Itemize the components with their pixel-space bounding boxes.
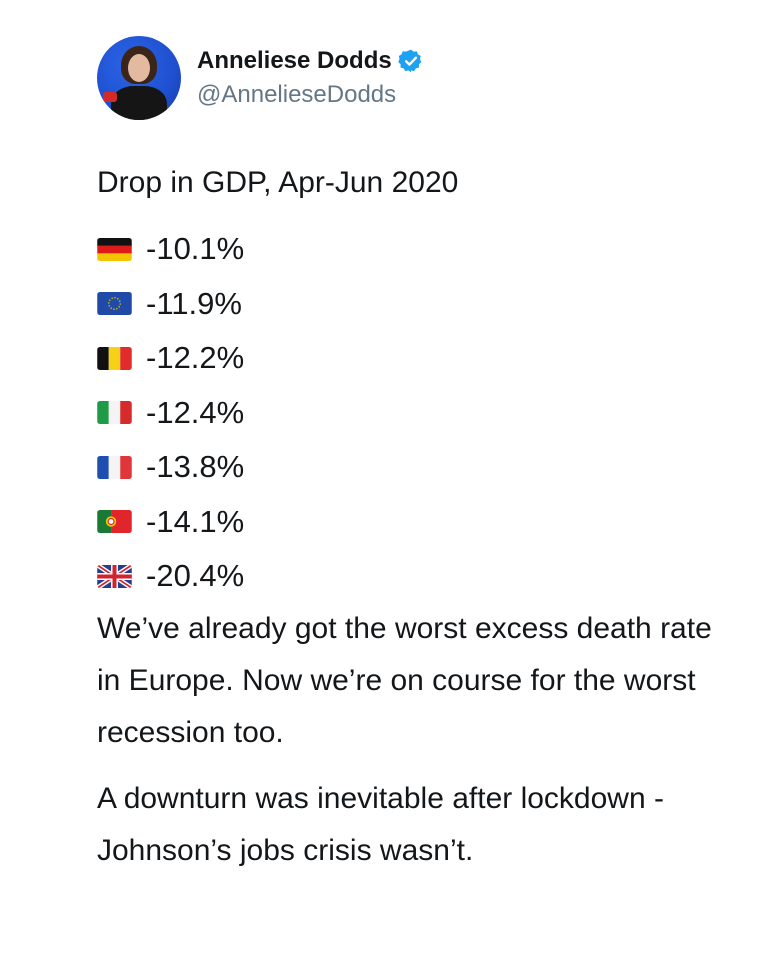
- verified-badge-icon: [397, 49, 422, 73]
- tweet-title: Drop in GDP, Apr-Jun 2020: [97, 166, 459, 199]
- tweet-header: Anneliese Dodds @AnnelieseDodds: [97, 36, 424, 120]
- gdp-value: -12.2%: [146, 340, 245, 376]
- flag-germany-icon: [97, 237, 132, 261]
- list-item: -10.1%: [97, 222, 244, 277]
- author-handle[interactable]: @AnnelieseDodds: [197, 81, 397, 108]
- tweet-paragraph: We’ve already got the worst excess death…: [97, 612, 712, 749]
- flag-italy-icon: [97, 401, 132, 425]
- list-item: -13.8%: [97, 440, 244, 495]
- flag-france-icon: [97, 455, 132, 479]
- author-display-name[interactable]: Anneliese Dodds: [197, 47, 392, 74]
- gdp-value: -14.1%: [146, 503, 245, 539]
- flag-portugal-icon: [97, 510, 132, 534]
- gdp-value: -13.8%: [146, 449, 245, 485]
- gdp-value: -11.9%: [146, 285, 242, 321]
- list-item: -11.9%: [97, 277, 244, 332]
- list-item: -12.2%: [97, 331, 244, 386]
- author-info: Anneliese Dodds @AnnelieseDodds: [197, 47, 424, 109]
- list-item: -20.4%: [97, 549, 244, 604]
- list-item: -14.1%: [97, 495, 244, 550]
- avatar[interactable]: [97, 36, 181, 120]
- flag-belgium-icon: [97, 346, 132, 370]
- list-item: -12.4%: [97, 386, 244, 441]
- flag-uk-icon: [97, 564, 132, 588]
- gdp-value: -10.1%: [146, 231, 245, 267]
- gdp-value: -20.4%: [146, 558, 245, 594]
- gdp-list: -10.1% -11.9% -12.2% -12.4% -13.8% -14.1…: [97, 222, 244, 604]
- flag-eu-icon: [97, 292, 132, 316]
- tweet-paragraph: A downturn was inevitable after lockdown…: [97, 782, 664, 867]
- gdp-value: -12.4%: [146, 394, 245, 430]
